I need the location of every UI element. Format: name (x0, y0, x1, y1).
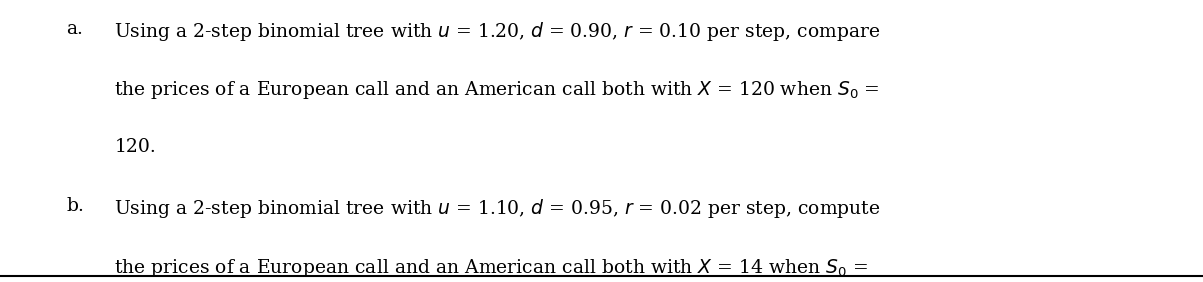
Text: the prices of a European call and an American call both with $X$ = 14 when $S_0$: the prices of a European call and an Ame… (114, 257, 869, 279)
Text: 120.: 120. (114, 138, 156, 156)
Text: a.: a. (66, 20, 83, 38)
Text: Using a 2-step binomial tree with $u$ = 1.10, $d$ = 0.95, $r$ = 0.02 per step, c: Using a 2-step binomial tree with $u$ = … (114, 197, 881, 221)
Text: b.: b. (66, 197, 84, 215)
Text: the prices of a European call and an American call both with $X$ = 120 when $S_0: the prices of a European call and an Ame… (114, 79, 881, 101)
Text: Using a 2-step binomial tree with $u$ = 1.20, $d$ = 0.90, $r$ = 0.10 per step, c: Using a 2-step binomial tree with $u$ = … (114, 20, 881, 43)
